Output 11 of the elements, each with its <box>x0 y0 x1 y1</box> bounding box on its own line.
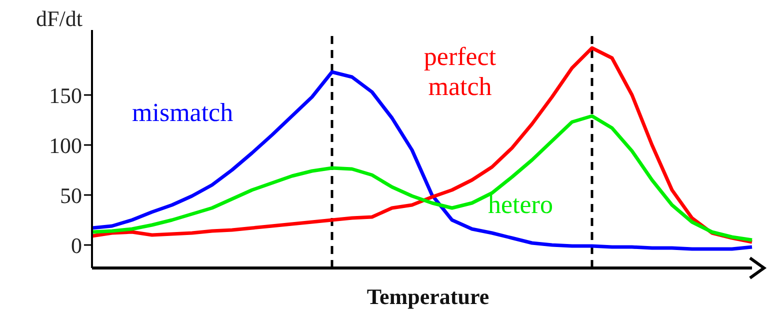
y-tick-label: 100 <box>49 132 82 158</box>
series-label: perfect match <box>422 42 498 102</box>
series-label: hetero <box>488 190 553 220</box>
y-tick-label: 0 <box>71 232 82 258</box>
y-axis-title: dF/dt <box>36 6 82 32</box>
series-label: mismatch <box>132 98 234 128</box>
line-series <box>90 46 754 244</box>
y-tick-label: 50 <box>60 182 82 208</box>
line-series <box>90 70 754 251</box>
x-axis-title: Temperature <box>366 284 490 310</box>
y-tick-label: 150 <box>49 82 82 108</box>
